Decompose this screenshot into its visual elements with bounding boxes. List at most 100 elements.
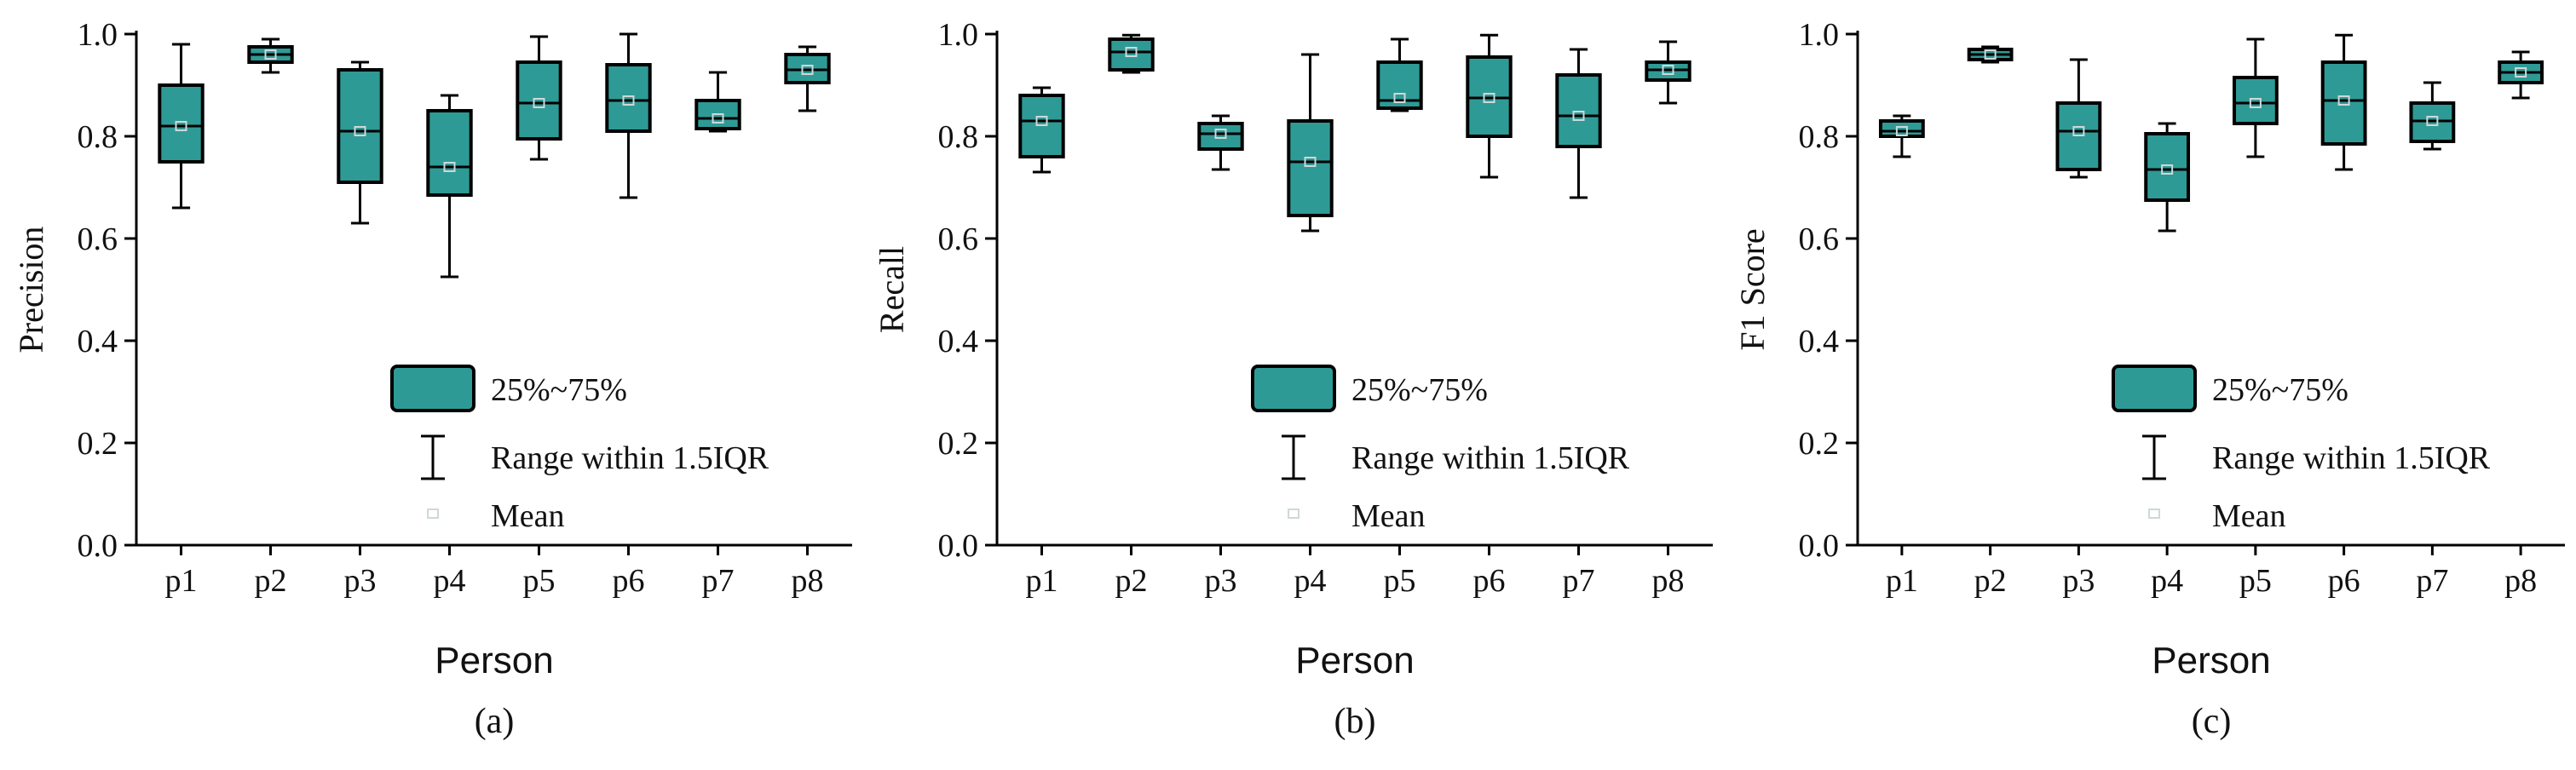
legend-range-label: Range within 1.5IQR <box>491 440 769 476</box>
x-tick-label: p6 <box>2328 563 2360 599</box>
x-tick-label: p8 <box>1652 563 1685 599</box>
x-tick-label: p1 <box>1886 563 1918 599</box>
x-tick-label: p7 <box>702 563 735 599</box>
x-tick-label: p3 <box>344 563 377 599</box>
iqr-box <box>2144 132 2191 202</box>
y-tick-label: 1.0 <box>78 17 118 53</box>
box-p2 <box>247 37 294 74</box>
iqr-box <box>605 63 652 133</box>
panel-3: 0.0 0.2 0.4 0.6 0.8 1.0 p1 p2 p3 p4 p5 p6 p7 p8 Person… <box>1733 17 2565 741</box>
panel-label: (b) <box>1334 702 1376 741</box>
box-p8 <box>784 45 831 112</box>
mean-marker <box>2337 95 2350 106</box>
x-tick-label: p3 <box>2062 563 2095 599</box>
y-tick-label: 0.8 <box>1799 119 1840 155</box>
iqr-box <box>516 60 562 141</box>
x-tick-label: p2 <box>1115 563 1148 599</box>
iqr-box <box>694 99 741 130</box>
panel-label: (c) <box>2192 702 2232 741</box>
box-p4 <box>426 94 473 279</box>
x-tick-label: p5 <box>2239 563 2272 599</box>
y-tick-label: 0.6 <box>78 221 118 257</box>
box-p7 <box>694 71 741 133</box>
mean-marker <box>2426 116 2439 126</box>
legend-box-swatch <box>390 365 475 412</box>
mean-marker <box>801 65 814 75</box>
mean-marker <box>1393 93 1406 103</box>
x-tick-label: p2 <box>255 563 287 599</box>
y-tick-label: 0.8 <box>938 119 979 155</box>
y-axis-title: F1 Score <box>1733 228 1772 350</box>
iqr-box <box>1108 37 1155 72</box>
legend: 25%~75% Range within 1.5IQR Mean <box>390 365 769 534</box>
iqr-box <box>1287 119 1334 217</box>
y-tick-label: 1.0 <box>938 17 979 53</box>
legend-mean-marker <box>2148 509 2160 519</box>
box-p1 <box>158 43 205 210</box>
mean-marker <box>622 95 635 106</box>
x-tick-label: p5 <box>1384 563 1416 599</box>
box-p8 <box>1645 40 1691 105</box>
legend-box-label: 25%~75% <box>2212 372 2348 408</box>
box-p3 <box>1197 114 1244 171</box>
legend-box-label: 25%~75% <box>491 372 627 408</box>
mean-marker <box>354 126 366 136</box>
x-tick-label: p2 <box>1974 563 2007 599</box>
mean-marker <box>1035 116 1048 126</box>
x-tick-label: p3 <box>1205 563 1237 599</box>
y-tick-label: 0.0 <box>938 528 979 564</box>
box-p7 <box>1555 48 1602 199</box>
legend-mean-label: Mean <box>2212 498 2286 534</box>
iqr-box <box>158 83 205 164</box>
legend-mean-marker <box>427 509 439 519</box>
iqr-box <box>1197 122 1244 151</box>
y-tick-label: 0.4 <box>938 324 979 359</box>
box-p4 <box>1287 53 1334 233</box>
x-tick-label: p4 <box>2151 563 2183 599</box>
legend-box-label: 25%~75% <box>1351 372 1488 408</box>
panel-1: 0.0 0.2 0.4 0.6 0.8 1.0 p1 p2 p3 p4 p5 p6 p7 p8 Person… <box>12 17 852 741</box>
y-axis-title: Recall <box>873 246 911 333</box>
mean-marker <box>2249 98 2262 108</box>
y-tick-label: 0.6 <box>938 221 979 257</box>
box-p3 <box>337 60 383 225</box>
x-axis-title: Person <box>1295 640 1414 681</box>
mean-marker <box>2161 164 2174 175</box>
iqr-box <box>2232 76 2279 125</box>
box-p1 <box>1018 86 1065 174</box>
mean-marker <box>712 113 724 124</box>
y-tick-label: 0.4 <box>1799 324 1840 359</box>
box-p6 <box>605 32 652 199</box>
box-p1 <box>1878 114 1925 158</box>
mean-marker <box>2515 67 2527 78</box>
legend: 25%~75% Range within 1.5IQR Mean <box>1251 365 1630 534</box>
iqr-box <box>2320 60 2367 146</box>
box-p5 <box>1376 37 1423 112</box>
mean-marker <box>1572 111 1585 121</box>
y-tick-label: 0.6 <box>1799 221 1840 257</box>
box-p6 <box>2320 33 2367 171</box>
y-tick-label: 0.2 <box>1799 426 1840 462</box>
mean-marker <box>1895 126 1908 136</box>
box-p6 <box>1466 33 1513 179</box>
iqr-box <box>426 109 473 197</box>
box-p5 <box>516 35 562 161</box>
legend-box-swatch <box>2112 365 2197 412</box>
x-tick-label: p6 <box>613 563 645 599</box>
box-p3 <box>2055 58 2102 179</box>
y-tick-label: 0.8 <box>78 119 118 155</box>
box-p2 <box>1967 45 2014 64</box>
mean-marker <box>2072 126 2085 136</box>
mean-marker <box>1304 157 1317 167</box>
x-tick-label: p4 <box>1294 563 1327 599</box>
mean-marker <box>264 49 277 60</box>
mean-marker <box>1125 47 1138 57</box>
x-tick-label: p1 <box>165 563 198 599</box>
legend-mean-label: Mean <box>1351 498 1426 534</box>
y-tick-label: 0.2 <box>938 426 979 462</box>
y-tick-label: 0.2 <box>78 426 118 462</box>
y-tick-label: 0.0 <box>1799 528 1840 564</box>
mean-marker <box>1984 49 1997 60</box>
x-tick-label: p7 <box>2416 563 2448 599</box>
